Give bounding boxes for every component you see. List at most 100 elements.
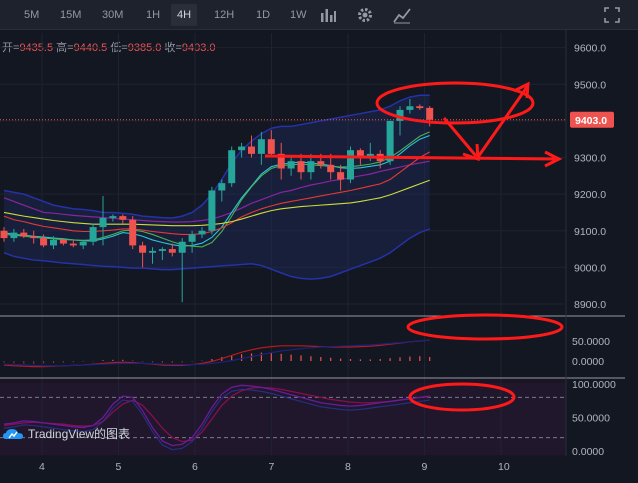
ma-green-line [3, 131, 430, 248]
price-tick-label: 9100.0 [574, 226, 606, 238]
timeframe-4h[interactable]: 4H [171, 4, 198, 26]
annotation-arrowhead [513, 81, 530, 99]
annotation-arrow-up [476, 86, 529, 158]
time-tick-label: 7 [269, 461, 275, 473]
candle [59, 238, 67, 246]
candle [109, 214, 117, 222]
price-chart[interactable]: 9600.09500.09400.09300.09200.09100.09000… [0, 30, 638, 483]
candle [50, 236, 57, 250]
candle [178, 238, 186, 303]
bar-chart-icon[interactable] [318, 5, 338, 25]
candle-body [356, 150, 364, 158]
candle-body [208, 190, 216, 231]
candle-body [59, 239, 67, 244]
annotation-ellipse-top [375, 81, 535, 125]
current-price-label: 9403.0 [575, 115, 607, 127]
candle [40, 234, 48, 248]
candle-body [0, 230, 8, 239]
candle-body [79, 241, 87, 246]
watermark-text: TradingView的图表 [28, 427, 131, 441]
candle [396, 106, 404, 136]
candle [267, 130, 275, 158]
annotation-ellipse-kdj [408, 382, 516, 412]
candle [257, 131, 265, 165]
time-tick-label: 9 [422, 461, 428, 473]
candle [119, 214, 127, 224]
annotation-ellipse-macd [406, 313, 564, 341]
candle-body [307, 161, 315, 173]
tradingview-watermark: TradingView的图表 [2, 425, 130, 442]
timeframe-1h[interactable]: 1H [146, 9, 161, 21]
candle-body [228, 150, 236, 184]
annotation-arrowhead [544, 150, 563, 168]
macd-tick-label: 0.0000 [572, 356, 604, 368]
macd-dea-line [3, 339, 430, 367]
candle-body [426, 107, 434, 120]
candle-body [287, 161, 295, 169]
candle-body [158, 249, 166, 251]
candle-body [406, 106, 414, 110]
timeframe-1w[interactable]: 1W [290, 9, 307, 21]
kdj-tick-label: 50.0000 [572, 413, 610, 425]
candle-body [129, 219, 137, 246]
annotation-horizontal-arrow [264, 154, 556, 161]
candle-body [139, 245, 147, 253]
chart-toolbar: 5M 15M 30M 1H 4H 12H 1D 1W [0, 0, 638, 30]
candle [158, 247, 166, 261]
candle [20, 228, 28, 239]
candle [287, 157, 295, 176]
candle-body [20, 232, 28, 237]
candle-body [89, 227, 97, 242]
bollinger-upper [3, 94, 430, 219]
time-tick-label: 8 [345, 461, 351, 473]
annotation-arrow-down [442, 117, 478, 157]
candle [248, 135, 255, 158]
kdj-tick-label: 100.0000 [572, 379, 616, 391]
candle [297, 153, 305, 180]
candle-body [416, 106, 424, 109]
candle-body [168, 249, 176, 253]
time-tick-label: 5 [116, 461, 122, 473]
candle [129, 216, 137, 250]
candle [406, 98, 414, 114]
candle-body [317, 161, 325, 165]
time-tick-label: 10 [498, 461, 510, 473]
candle [168, 243, 176, 257]
kdj-band [0, 383, 566, 455]
candle [30, 230, 38, 244]
ma-red-line [3, 151, 430, 235]
candle-body [277, 153, 285, 169]
candle [277, 142, 285, 180]
timeframe-5m[interactable]: 5M [24, 9, 40, 21]
timeframe-15m[interactable]: 15M [60, 9, 82, 21]
timeframe-30m[interactable]: 30M [102, 9, 124, 21]
bollinger-lower [3, 228, 430, 280]
candle-body [238, 146, 246, 151]
kdj-tick-label: 0.0000 [572, 446, 604, 458]
candle-body [218, 183, 226, 191]
price-tick-label: 9600.0 [574, 43, 606, 55]
candle-body [30, 236, 38, 239]
candle-body [69, 243, 77, 246]
price-tick-label: 9300.0 [574, 153, 606, 165]
candle-body [297, 161, 305, 173]
candle [89, 223, 97, 246]
candle-body [327, 164, 335, 173]
indicator-icon[interactable] [392, 5, 412, 25]
candle-body [188, 234, 196, 242]
timeframe-1d[interactable]: 1D [256, 9, 271, 21]
fullscreen-icon[interactable] [602, 5, 622, 25]
kdj-j-line [3, 388, 430, 451]
cloud-logo-icon [3, 428, 23, 439]
candle-body [267, 139, 275, 154]
price-tick-label: 8900.0 [574, 299, 606, 311]
candle-body [149, 250, 156, 253]
timeframe-12h[interactable]: 12H [214, 9, 235, 21]
candle-body [50, 239, 57, 246]
candle-body [396, 109, 404, 121]
candle [99, 195, 107, 246]
price-tick-label: 9000.0 [574, 262, 606, 274]
time-tick-label: 4 [39, 461, 45, 473]
time-tick-label: 6 [192, 461, 198, 473]
gear-icon[interactable] [355, 5, 375, 25]
